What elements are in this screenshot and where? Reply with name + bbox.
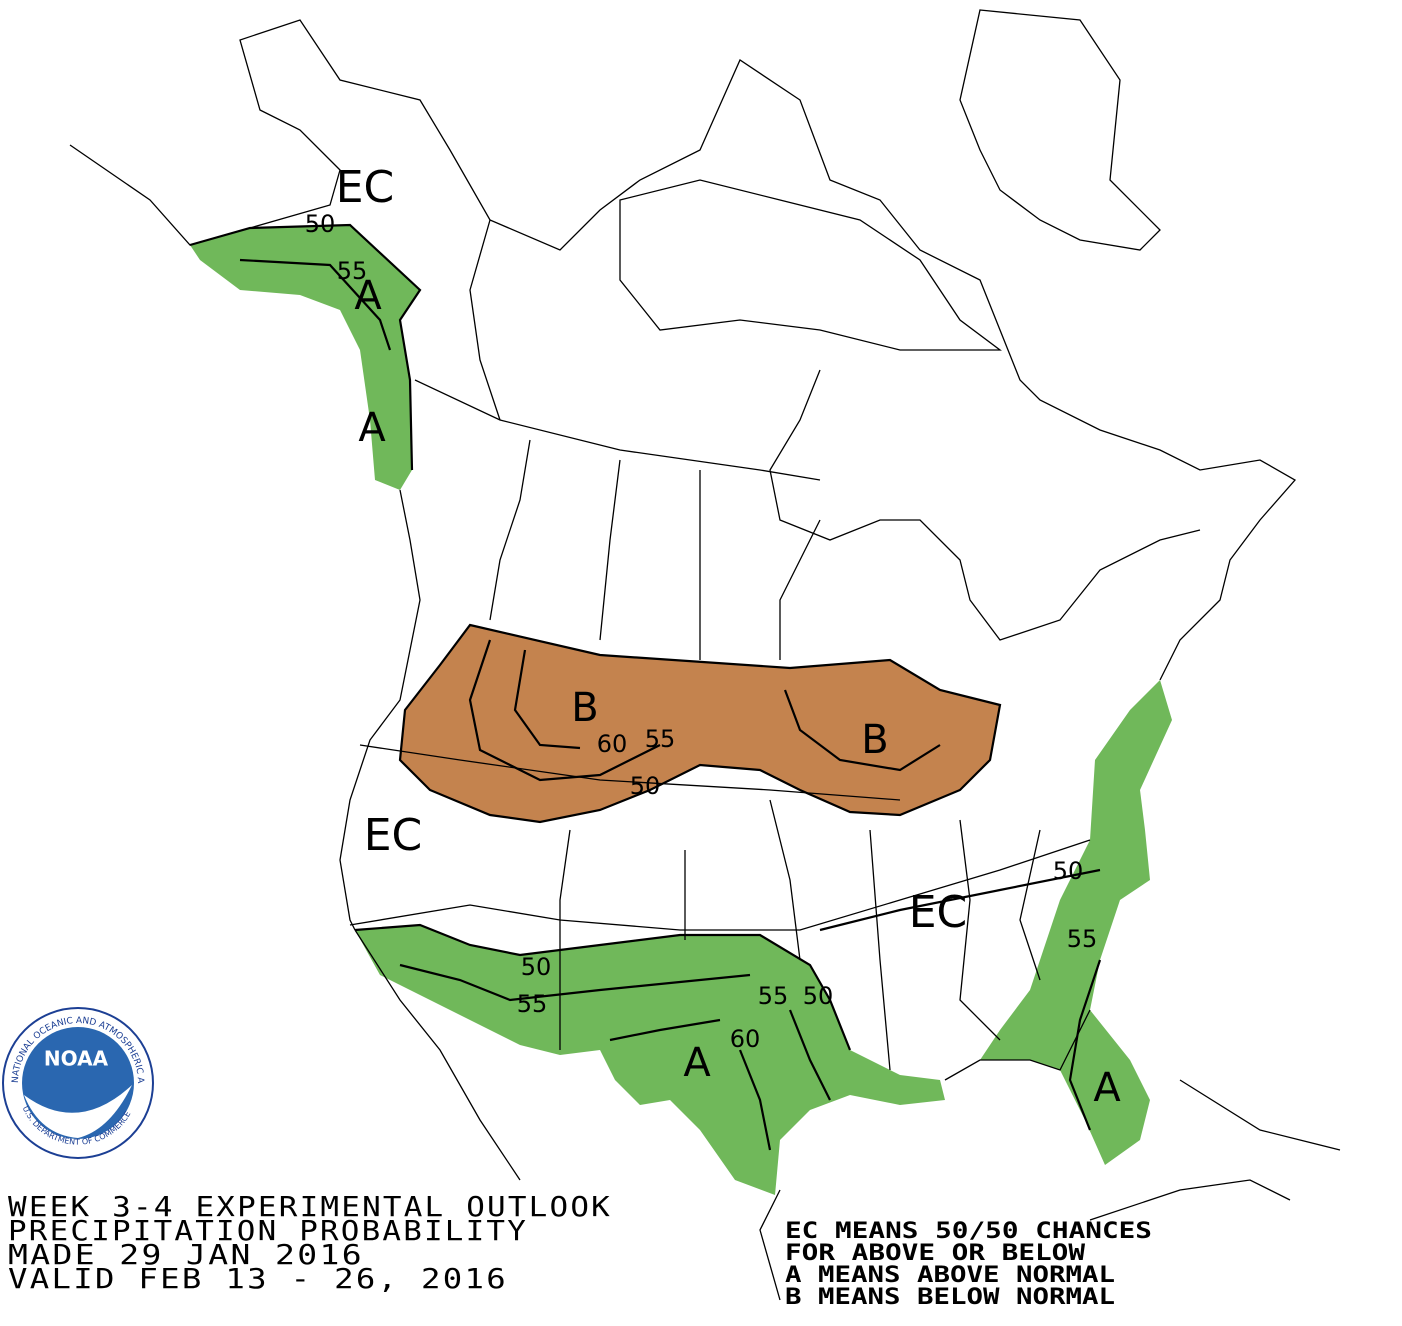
logo-name: NOAA <box>44 1047 109 1071</box>
legend-line: B MEANS BELOW NORMAL <box>785 1285 1115 1310</box>
title-line: WEEK 3-4 EXPERIMENTAL OUTLOOK <box>8 1190 612 1223</box>
legend-line: A MEANS ABOVE NORMAL <box>785 1263 1115 1288</box>
map-label: 55 <box>1067 925 1098 953</box>
above-area <box>355 925 945 1195</box>
map-label: B <box>571 685 598 731</box>
map-label: 50 <box>305 210 336 238</box>
title-line: VALID FEB 13 - 26, 2016 <box>8 1262 508 1295</box>
map-label: A <box>354 273 382 319</box>
map-label: 55 <box>337 257 368 285</box>
svg-text:NATIONAL OCEANIC AND ATMOSPHER: NATIONAL OCEANIC AND ATMOSPHERIC ADMINIS… <box>0 0 145 1084</box>
map-label: 60 <box>730 1025 761 1053</box>
above-area <box>980 680 1172 1165</box>
map-label: 55 <box>645 725 676 753</box>
legend-line: FOR ABOVE OR BELOW <box>785 1241 1086 1266</box>
title-line: PRECIPITATION PROBABILITY <box>8 1214 528 1247</box>
map-label: EC <box>364 810 423 861</box>
map-label: A <box>683 1040 711 1086</box>
legend-line: EC MEANS 50/50 CHANCES <box>785 1219 1152 1244</box>
map-label: 50 <box>630 772 661 800</box>
contour-line <box>189 223 1102 1151</box>
map-outline <box>69 9 1341 1301</box>
map-label: 60 <box>597 730 628 758</box>
map-label: EC <box>909 887 968 938</box>
above-area <box>190 225 420 490</box>
map-label: 55 <box>517 990 548 1018</box>
logo-ring-text: NATIONAL OCEANIC AND ATMOSPHERIC ADMINIS… <box>0 0 145 1084</box>
noaa-logo: NATIONAL OCEANIC AND ATMOSPHERIC ADMINIS… <box>0 0 154 1159</box>
map-label: 50 <box>521 953 552 981</box>
map-label: A <box>1093 1065 1121 1111</box>
map-label: EC <box>336 162 395 213</box>
map-label: A <box>358 405 386 451</box>
map-label: 50 <box>803 982 834 1010</box>
title-line: MADE 29 JAN 2016 <box>8 1238 364 1271</box>
map-label: 55 <box>758 982 789 1010</box>
map-label: 50 <box>1053 857 1084 885</box>
map-label: B <box>861 717 888 763</box>
